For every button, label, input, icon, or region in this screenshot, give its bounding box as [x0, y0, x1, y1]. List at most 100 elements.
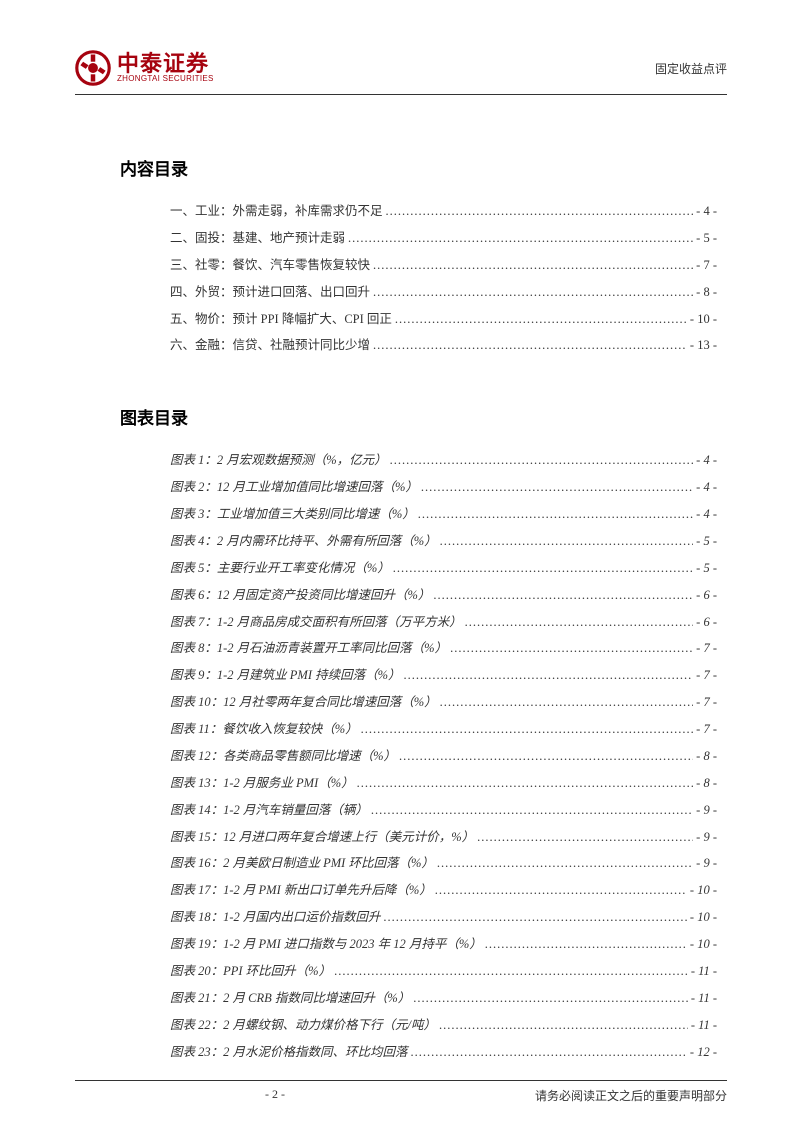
toc-label[interactable]: 图表 15：12 月进口两年复合增速上行（美元计价，%）: [170, 824, 474, 851]
toc-page[interactable]: - 11 -: [691, 958, 717, 985]
toc-leader: ........................................…: [477, 824, 693, 851]
contents-list: 一、工业：外需走弱，补库需求仍不足 ......................…: [170, 198, 717, 359]
toc-leader: ........................................…: [334, 958, 688, 985]
toc-page[interactable]: - 6 -: [696, 609, 717, 636]
toc-page[interactable]: - 11 -: [691, 1012, 717, 1039]
toc-leader: ........................................…: [348, 225, 693, 252]
toc-label[interactable]: 二、固投：基建、地产预计走弱: [170, 225, 345, 252]
toc-label[interactable]: 图表 6：12 月固定资产投资同比增速回升（%）: [170, 582, 430, 609]
toc-leader: ........................................…: [418, 501, 693, 528]
toc-row: 图表 10：12 月社零两年复合同比增速回落（%） ..............…: [170, 689, 717, 716]
toc-page[interactable]: - 7 -: [696, 716, 717, 743]
toc-label[interactable]: 图表 1：2 月宏观数据预测（%，亿元）: [170, 447, 387, 474]
toc-label[interactable]: 图表 18：1-2 月国内出口运价指数回升: [170, 904, 380, 931]
toc-row: 六、金融：信贷、社融预计同比少增 .......................…: [170, 332, 717, 359]
toc-page[interactable]: - 6 -: [696, 582, 717, 609]
document-type: 固定收益点评: [655, 60, 727, 77]
toc-leader: ........................................…: [437, 850, 693, 877]
toc-leader: ........................................…: [413, 985, 688, 1012]
toc-leader: ........................................…: [395, 306, 687, 333]
toc-label[interactable]: 图表 16：2 月美欧日制造业 PMI 环比回落（%）: [170, 850, 434, 877]
toc-label[interactable]: 图表 14：1-2 月汽车销量回落（辆）: [170, 797, 368, 824]
footer-row: - 2 - 请务必阅读正文之后的重要声明部分: [75, 1087, 727, 1104]
toc-row: 图表 21：2 月 CRB 指数同比增速回升（%） ..............…: [170, 985, 717, 1012]
toc-page[interactable]: - 9 -: [696, 824, 717, 851]
toc-page[interactable]: - 10 -: [690, 931, 717, 958]
toc-row: 图表 6：12 月固定资产投资同比增速回升（%） ...............…: [170, 582, 717, 609]
toc-row: 图表 2：12 月工业增加值同比增速回落（%） ................…: [170, 474, 717, 501]
toc-label[interactable]: 图表 21：2 月 CRB 指数同比增速回升（%）: [170, 985, 410, 1012]
toc-leader: ........................................…: [373, 279, 693, 306]
figures-list: 图表 1：2 月宏观数据预测（%，亿元） ...................…: [170, 447, 717, 1065]
toc-leader: ........................................…: [440, 528, 694, 555]
toc-row: 图表 18：1-2 月国内出口运价指数回升 ..................…: [170, 904, 717, 931]
toc-leader: ........................................…: [390, 447, 694, 474]
toc-row: 图表 17：1-2 月 PMI 新出口订单先升后降（%） ...........…: [170, 877, 717, 904]
toc-page[interactable]: - 8 -: [696, 279, 717, 306]
toc-page[interactable]: - 7 -: [696, 252, 717, 279]
toc-page[interactable]: - 10 -: [690, 306, 717, 333]
toc-leader: ........................................…: [404, 662, 694, 689]
toc-row: 图表 7：1-2 月商品房成交面积有所回落（万平方米） ............…: [170, 609, 717, 636]
toc-page[interactable]: - 10 -: [690, 877, 717, 904]
toc-page[interactable]: - 9 -: [696, 797, 717, 824]
toc-page[interactable]: - 7 -: [696, 662, 717, 689]
toc-page[interactable]: - 12 -: [690, 1039, 717, 1066]
contents-title: 内容目录: [120, 155, 727, 180]
logo-text: 中泰证券 ZHONGTAI SECURITIES: [117, 52, 214, 83]
toc-leader: ........................................…: [373, 332, 687, 359]
toc-page[interactable]: - 5 -: [696, 528, 717, 555]
toc-label[interactable]: 五、物价：预计 PPI 降幅扩大、CPI 回正: [170, 306, 392, 333]
toc-leader: ........................................…: [421, 474, 693, 501]
toc-page[interactable]: - 7 -: [696, 689, 717, 716]
logo-english: ZHONGTAI SECURITIES: [117, 75, 214, 83]
toc-label[interactable]: 图表 17：1-2 月 PMI 新出口订单先升后降（%）: [170, 877, 432, 904]
toc-row: 二、固投：基建、地产预计走弱 .........................…: [170, 225, 717, 252]
toc-label[interactable]: 四、外贸：预计进口回落、出口回升: [170, 279, 370, 306]
toc-page[interactable]: - 5 -: [696, 555, 717, 582]
page-number: - 2 -: [265, 1087, 285, 1104]
figures-title: 图表目录: [120, 404, 727, 429]
toc-row: 图表 23：2 月水泥价格指数同、环比均回落 .................…: [170, 1039, 717, 1066]
toc-page[interactable]: - 4 -: [696, 447, 717, 474]
toc-label[interactable]: 图表 9：1-2 月建筑业 PMI 持续回落（%）: [170, 662, 401, 689]
toc-label[interactable]: 图表 13：1-2 月服务业 PMI（%）: [170, 770, 354, 797]
toc-label[interactable]: 图表 23：2 月水泥价格指数同、环比均回落: [170, 1039, 408, 1066]
toc-leader: ........................................…: [433, 582, 693, 609]
toc-label[interactable]: 图表 20：PPI 环比回升（%）: [170, 958, 331, 985]
toc-page[interactable]: - 13 -: [690, 332, 717, 359]
toc-label[interactable]: 图表 4：2 月内需环比持平、外需有所回落（%）: [170, 528, 437, 555]
toc-label[interactable]: 图表 19：1-2 月 PMI 进口指数与 2023 年 12 月持平（%）: [170, 931, 482, 958]
toc-row: 图表 13：1-2 月服务业 PMI（%） ..................…: [170, 770, 717, 797]
toc-label[interactable]: 图表 2：12 月工业增加值同比增速回落（%）: [170, 474, 418, 501]
toc-label[interactable]: 图表 12：各类商品零售额同比增速（%）: [170, 743, 396, 770]
toc-row: 图表 12：各类商品零售额同比增速（%） ...................…: [170, 743, 717, 770]
toc-leader: ........................................…: [393, 555, 693, 582]
toc-page[interactable]: - 5 -: [696, 225, 717, 252]
toc-page[interactable]: - 10 -: [690, 904, 717, 931]
toc-page[interactable]: - 8 -: [696, 743, 717, 770]
toc-label[interactable]: 图表 3：工业增加值三大类别同比增速（%）: [170, 501, 415, 528]
toc-label[interactable]: 图表 8：1-2 月石油沥青装置开工率同比回落（%）: [170, 635, 447, 662]
toc-leader: ........................................…: [485, 931, 687, 958]
toc-label[interactable]: 三、社零：餐饮、汽车零售恢复较快: [170, 252, 370, 279]
toc-label[interactable]: 图表 7：1-2 月商品房成交面积有所回落（万平方米）: [170, 609, 462, 636]
toc-leader: ........................................…: [450, 635, 693, 662]
toc-page[interactable]: - 8 -: [696, 770, 717, 797]
toc-page[interactable]: - 4 -: [696, 501, 717, 528]
toc-row: 三、社零：餐饮、汽车零售恢复较快 .......................…: [170, 252, 717, 279]
toc-label[interactable]: 图表 10：12 月社零两年复合同比增速回落（%）: [170, 689, 437, 716]
toc-label[interactable]: 一、工业：外需走弱，补库需求仍不足: [170, 198, 383, 225]
toc-row: 图表 5：主要行业开工率变化情况（%） ....................…: [170, 555, 717, 582]
toc-page[interactable]: - 4 -: [696, 198, 717, 225]
toc-label[interactable]: 图表 22：2 月螺纹钢、动力煤价格下行（元/吨）: [170, 1012, 436, 1039]
toc-page[interactable]: - 9 -: [696, 850, 717, 877]
toc-row: 图表 9：1-2 月建筑业 PMI 持续回落（%） ..............…: [170, 662, 717, 689]
toc-label[interactable]: 图表 5：主要行业开工率变化情况（%）: [170, 555, 390, 582]
toc-page[interactable]: - 4 -: [696, 474, 717, 501]
toc-page[interactable]: - 11 -: [691, 985, 717, 1012]
toc-leader: ........................................…: [440, 689, 694, 716]
toc-label[interactable]: 六、金融：信贷、社融预计同比少增: [170, 332, 370, 359]
toc-page[interactable]: - 7 -: [696, 635, 717, 662]
toc-label[interactable]: 图表 11：餐饮收入恢复较快（%）: [170, 716, 358, 743]
